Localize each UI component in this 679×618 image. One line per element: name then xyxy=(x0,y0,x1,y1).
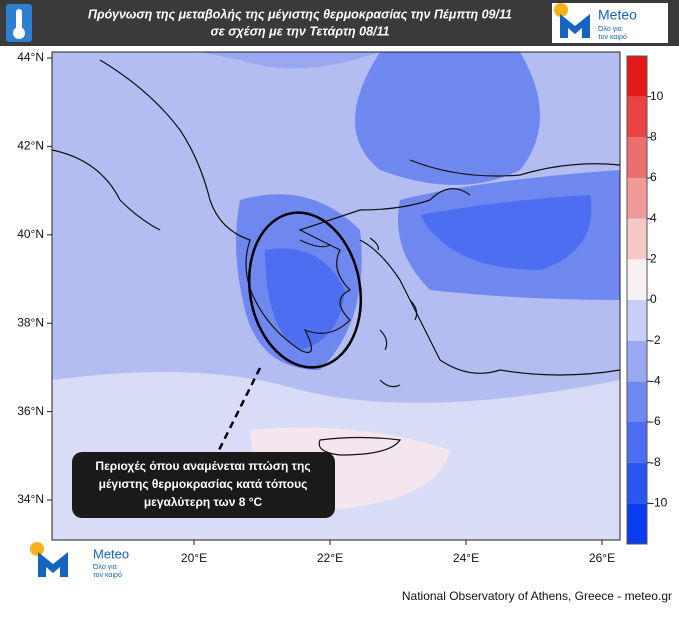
colorbar-tick-label: -6 xyxy=(650,414,661,428)
colorbar-tick-label: -2 xyxy=(650,333,661,347)
logo-tagline: τον καιρό xyxy=(93,571,122,579)
colorbar-segment xyxy=(627,381,647,422)
colorbar-tick-label: -8 xyxy=(650,455,661,469)
x-tick-label: 26°E xyxy=(589,551,615,565)
footer: National Observatory of Athens, Greece -… xyxy=(402,589,672,603)
logo-name: Meteo xyxy=(598,7,637,23)
logo-sun xyxy=(554,3,568,17)
logo-mark xyxy=(560,14,590,38)
x-tick-label: 24°E xyxy=(453,551,479,565)
colorbar-tick-label: 2 xyxy=(650,252,657,266)
colorbar-segment xyxy=(627,178,647,219)
colorbar-tick-label: -4 xyxy=(650,374,661,388)
map-frame xyxy=(51,51,621,541)
colorbar-segment xyxy=(627,96,647,138)
colorbar-segment xyxy=(627,218,647,260)
thermometer-icon xyxy=(13,27,25,39)
title: Πρόγνωση της μεταβολής της μέγιστης θερμ… xyxy=(88,7,512,21)
y-tick-label: 38°N xyxy=(17,315,44,329)
annotation-box xyxy=(72,452,335,518)
x-tick-label: 20°E xyxy=(181,551,207,565)
colorbar-tick-label: -10 xyxy=(650,496,668,510)
y-tick-label: 42°N xyxy=(17,139,44,153)
colorbar-segment xyxy=(627,259,647,300)
colorbar-segment xyxy=(627,300,647,341)
logo-tagline: Όλο για xyxy=(92,564,117,571)
colorbar-segment xyxy=(627,56,647,97)
map-field xyxy=(200,52,380,69)
colorbar-tick-label: 0 xyxy=(650,292,657,306)
y-tick-label: 40°N xyxy=(17,227,44,241)
colorbar-segment xyxy=(627,422,647,463)
annotation: μέγιστης θερμοκρασίας κατά τόπους xyxy=(99,477,308,491)
annotation: μεγαλύτερη των 8 °C xyxy=(144,495,263,509)
logo-tagline: Όλο για xyxy=(597,26,622,33)
colorbar-tick-label: 10 xyxy=(650,89,664,103)
logo-box xyxy=(552,3,668,43)
colorbar-tick-label: 8 xyxy=(650,130,657,144)
logo-mark xyxy=(38,552,68,577)
map-field xyxy=(420,195,592,270)
colorbar-segment xyxy=(627,137,647,178)
logo-sun xyxy=(30,542,44,556)
title: σε σχέση με την Τετάρτη 08/11 xyxy=(211,24,390,38)
map-field xyxy=(265,248,345,350)
x-tick-label: 22°E xyxy=(317,551,343,565)
colorbar-tick-label: 6 xyxy=(650,170,657,184)
logo-tagline: τον καιρό xyxy=(598,33,627,41)
arrow xyxy=(216,367,262,453)
annotation: Περιοχές όπου αναμένεται πτώση της xyxy=(95,459,310,473)
logo-name: Meteo xyxy=(93,546,129,561)
y-tick-label: 34°N xyxy=(17,492,44,506)
colorbar-segment xyxy=(627,340,647,382)
colorbar-tick-label: 4 xyxy=(650,211,657,225)
thermometer-icon xyxy=(16,9,22,31)
y-tick-label: 44°N xyxy=(17,50,44,64)
y-tick-label: 36°N xyxy=(17,404,44,418)
colorbar-segment xyxy=(627,462,647,504)
highlight-ellipse xyxy=(247,211,363,369)
coastline xyxy=(52,59,620,456)
map-field xyxy=(355,52,540,185)
colorbar-segment xyxy=(627,503,647,544)
